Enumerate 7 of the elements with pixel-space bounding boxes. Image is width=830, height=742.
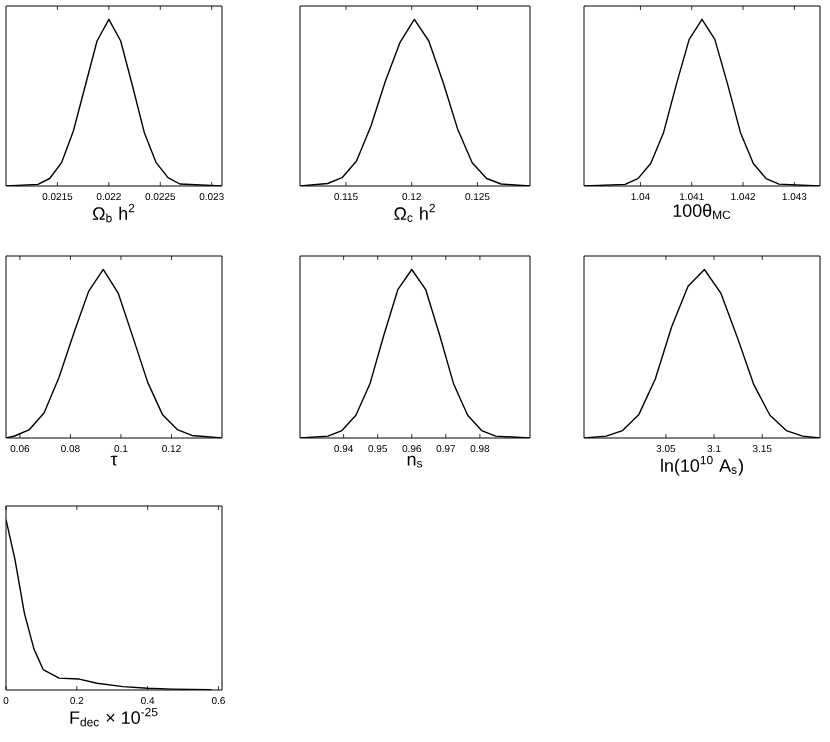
x-axis-title: 100θ$_{MC}$ [673,203,731,220]
x-axis-title: Ω$_{b}$ h$^{2}$ [92,203,135,223]
x-axis-title: Ω$_{c}$ h$^{2}$ [394,203,435,222]
x-axis-title: ln(10$^{10}$ A$_{s}$) [661,455,743,476]
x-axis-title: F$_{dec}$ × 10$^{-25}$ [70,707,158,727]
x-axis-title: τ [110,455,118,466]
x-axis-title: n$_{s}$ [407,455,423,468]
